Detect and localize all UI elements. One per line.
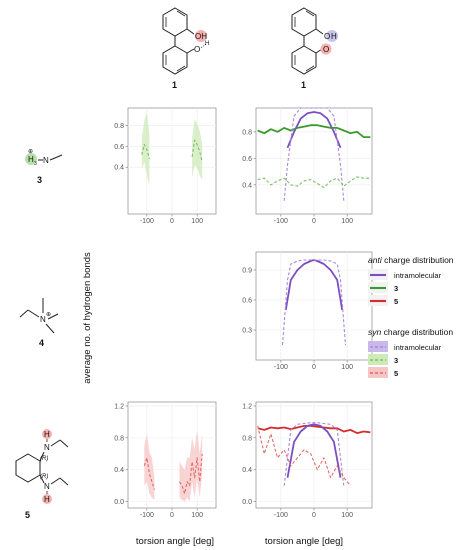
legend-item-label: 5 — [394, 369, 398, 378]
chart-panel-1: -100 0 100 0.4 0.6 0.8 — [114, 107, 217, 225]
x-tick-label: 100 — [191, 218, 203, 225]
o2-label: O — [323, 45, 329, 54]
legend-anti-items: intramolecular 3 5 — [368, 269, 442, 306]
y-tick-label: 0.8 — [242, 435, 252, 442]
h3-label: H — [28, 155, 34, 164]
structure-1-left: OH O H 1 — [162, 7, 209, 90]
legend-item-label: intramolecular — [394, 271, 442, 280]
x-tick-label: 0 — [312, 512, 316, 519]
x-tick-label: 100 — [341, 364, 353, 371]
x-axis-title-right: torsion angle [deg] — [265, 536, 343, 547]
x-tick-label: 0 — [170, 218, 174, 225]
label-1-left: 1 — [172, 80, 177, 90]
label-5: 5 — [25, 510, 30, 520]
legend-syn-title: syn charge distribution — [368, 327, 453, 337]
structure-5: H N (R) (R) N H 5 — [15, 429, 69, 520]
x-tick-label: 100 — [341, 512, 353, 519]
x-tick-label: 0 — [170, 512, 174, 519]
sub3-label: 3 — [34, 161, 37, 167]
chart-panel-4: -100 0 100 0.0 0.4 0.8 1.2 — [114, 401, 217, 519]
x-tick-label: -100 — [274, 218, 288, 225]
series-band-5 — [144, 433, 155, 500]
y-tick-label: 0.0 — [242, 499, 252, 506]
h-top-label: H — [44, 430, 50, 439]
chart-panels: -100 0 100 0.4 0.6 0.8 -100 0 100 0.4 0.6 0.8 -100 0 1… — [114, 107, 373, 519]
legend-syn-items: intramolecular 3 5 — [368, 341, 442, 378]
series-line-syn-3 — [257, 176, 371, 189]
series-band-5 — [179, 429, 203, 502]
plus-label: ⊕ — [28, 149, 33, 155]
legend: anti charge distribution intramolecular 3… — [368, 255, 454, 378]
x-tick-label: -100 — [274, 364, 288, 371]
y-tick-label: 0.8 — [242, 129, 252, 136]
r2-label: (R) — [40, 474, 48, 480]
n-bot-label: N — [44, 482, 50, 491]
chart-panel-2: -100 0 100 0.4 0.6 0.8 — [242, 107, 373, 225]
oh-highlight — [326, 30, 338, 42]
series-line-syn-3 — [191, 139, 203, 163]
plus-label: ⊕ — [46, 312, 51, 318]
o-label: O — [194, 45, 200, 54]
series-line-syn-5 — [257, 425, 351, 487]
label-1-right: 1 — [301, 80, 306, 90]
y-tick-label: 0.4 — [242, 182, 252, 189]
series-band-3 — [192, 119, 203, 180]
y-axis-title: average no. of hydrogen bonds — [82, 252, 93, 384]
y-tick-label: 0.4 — [114, 165, 124, 172]
oh-highlight — [195, 30, 207, 42]
chart-panel-3: -100 0 100 0.3 0.6 0.9 — [242, 251, 373, 371]
structure-1-right: O H O 1 — [291, 7, 338, 90]
structure-3: H 3 ⊕ N 3 — [25, 149, 63, 185]
series-line-syn-3 — [141, 143, 150, 160]
series-line-syn-intramolecular — [283, 422, 345, 486]
y-tick-label: 1.2 — [114, 403, 124, 410]
y-tick-label: 0.3 — [242, 328, 252, 335]
y-tick-label: 0.8 — [114, 435, 124, 442]
series-line-anti-intramolecular — [286, 423, 342, 478]
x-axis-title-left: torsion angle [deg] — [136, 536, 214, 547]
y-tick-label: 0.4 — [242, 467, 252, 474]
y-tick-label: 1.2 — [242, 403, 252, 410]
n-label: N — [40, 315, 46, 324]
legend-item-label: 3 — [394, 284, 398, 293]
structure-4: N ⊕ 4 — [19, 298, 59, 348]
o-highlight — [320, 43, 332, 55]
oh-label: OH — [195, 32, 207, 41]
y-tick-label: 0.6 — [242, 156, 252, 163]
y-tick-label: 0.6 — [114, 144, 124, 151]
x-tick-label: 100 — [191, 512, 203, 519]
x-tick-label: -100 — [274, 512, 288, 519]
h-label: H — [205, 41, 209, 47]
x-tick-label: -100 — [140, 512, 154, 519]
y-tick-label: 0.6 — [242, 298, 252, 305]
n-top-label: N — [44, 443, 50, 452]
legend-anti-title: anti charge distribution — [368, 255, 454, 265]
x-tick-label: 0 — [312, 218, 316, 225]
y-tick-label: 0.0 — [114, 499, 124, 506]
y-tick-label: 0.8 — [114, 123, 124, 130]
legend-item-label: 3 — [394, 356, 398, 365]
h-bot-label: H — [44, 495, 50, 504]
x-tick-label: 100 — [341, 218, 353, 225]
label-4: 4 — [39, 338, 44, 348]
n-label: N — [43, 156, 49, 165]
legend-item-label: intramolecular — [394, 343, 442, 352]
series-band-3 — [141, 112, 150, 186]
legend-item-label: 5 — [394, 297, 398, 306]
r1-label: (R) — [40, 456, 48, 462]
o-label: O — [324, 32, 330, 41]
series-line-syn-5 — [143, 457, 155, 490]
series-line-anti-5 — [257, 424, 371, 435]
chart-panel-5: -100 0 100 0.0 0.4 0.8 1.2 — [242, 401, 373, 519]
series-line-anti-3 — [257, 124, 371, 139]
h-label: H — [331, 32, 337, 41]
y-tick-label: 0.9 — [242, 268, 252, 275]
x-tick-label: -100 — [140, 218, 154, 225]
label-3: 3 — [37, 175, 42, 185]
series-line-syn-5 — [179, 453, 203, 495]
y-tick-label: 0.4 — [114, 467, 124, 474]
x-tick-label: 0 — [312, 364, 316, 371]
series-line-syn-intramolecular — [281, 259, 347, 346]
